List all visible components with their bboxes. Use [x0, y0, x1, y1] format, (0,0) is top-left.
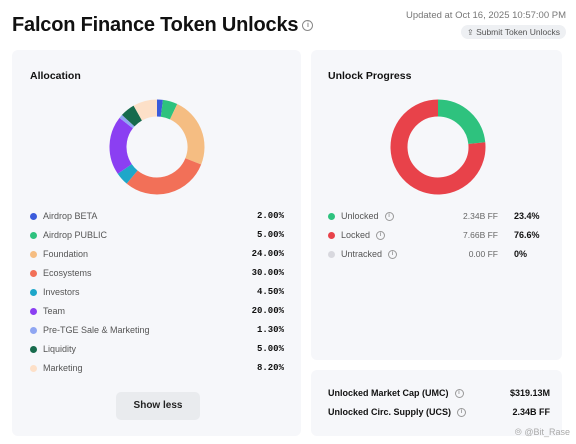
- legend-percent: 30.00%: [251, 268, 284, 278]
- watermark-text: Bit_Rase: [533, 427, 570, 437]
- legend-dot: [30, 365, 37, 372]
- allocation-segment-pre-tge-sale-marketing[interactable]: [119, 114, 135, 129]
- info-icon[interactable]: i: [384, 212, 394, 222]
- legend-label: Foundation: [43, 249, 89, 259]
- legend-percent: 0%: [514, 249, 528, 259]
- legend-dot: [30, 270, 37, 277]
- page-title-text: Falcon Finance Token Unlocks: [12, 14, 299, 36]
- allocation-segment-airdrop-public[interactable]: [160, 99, 178, 120]
- allocation-donut-chart: [109, 99, 205, 195]
- legend-label: Airdrop BETA: [43, 211, 98, 221]
- legend-percent: 5.00%: [256, 230, 284, 240]
- legend-percent: 2.00%: [256, 211, 284, 221]
- allocation-segment-marketing[interactable]: [133, 99, 158, 121]
- submit-label: Submit Token Unlocks: [476, 27, 560, 37]
- page-title: Falcon Finance Token Unlocks i: [12, 14, 314, 37]
- legend-percent: 23.4%: [514, 211, 540, 221]
- allocation-segment-foundation[interactable]: [169, 104, 205, 165]
- legend-label: Untracked i: [341, 249, 398, 260]
- legend-label: Pre-TGE Sale & Marketing: [43, 325, 150, 335]
- allocation-legend-item[interactable]: Investors 4.50%: [30, 286, 286, 300]
- legend-percent: 4.50%: [256, 287, 284, 297]
- allocation-segment-liquidity[interactable]: [121, 105, 143, 127]
- allocation-legend-item[interactable]: Liquidity 5.00%: [30, 343, 286, 357]
- allocation-legend-item[interactable]: Marketing 8.20%: [30, 362, 286, 376]
- legend-amount: 2.34B FF: [463, 211, 498, 221]
- legend-percent: 76.6%: [514, 230, 540, 240]
- ucs-label: Unlocked Circ. Supply (UCS): [328, 407, 452, 417]
- show-less-button[interactable]: Show less: [116, 392, 200, 420]
- ucs-row: Unlocked Circ. Supply (UCS) i 2.34B FF: [328, 407, 550, 421]
- unlock-progress-donut-chart: [390, 99, 486, 195]
- legend-dot: [30, 213, 37, 220]
- weibo-icon: ⦾ @: [514, 427, 534, 437]
- submit-token-unlocks-button[interactable]: ⇪ Submit Token Unlocks: [460, 25, 566, 39]
- legend-amount: 7.66B FF: [463, 230, 498, 240]
- legend-percent: 8.20%: [256, 363, 284, 373]
- supply-stats-card: [311, 370, 562, 436]
- legend-dot: [30, 232, 37, 239]
- legend-label: Airdrop PUBLIC: [43, 230, 108, 240]
- umc-label: Unlocked Market Cap (UMC): [328, 388, 449, 398]
- info-icon[interactable]: i: [457, 408, 467, 418]
- legend-amount: 0.00 FF: [468, 249, 498, 259]
- legend-dot: [328, 232, 335, 239]
- info-icon[interactable]: i: [302, 20, 314, 32]
- legend-label: Ecosystems: [43, 268, 92, 278]
- legend-percent: 5.00%: [256, 344, 284, 354]
- unlock-legend-item[interactable]: Unlocked i 2.34B FF 23.4%: [328, 210, 542, 224]
- legend-dot: [328, 213, 335, 220]
- allocation-legend-item[interactable]: Foundation 24.00%: [30, 248, 286, 262]
- allocation-legend-item[interactable]: Team 20.00%: [30, 305, 286, 319]
- unlock-progress-title: Unlock Progress: [328, 70, 412, 82]
- upload-icon: ⇪: [466, 28, 474, 37]
- legend-label: Team: [43, 306, 66, 316]
- unlock-legend-item[interactable]: Locked i 7.66B FF 76.6%: [328, 229, 542, 243]
- info-icon[interactable]: i: [388, 250, 398, 260]
- allocation-segment-ecosystems[interactable]: [126, 157, 202, 195]
- allocation-segment-investors[interactable]: [117, 163, 138, 184]
- legend-label: Marketing: [43, 363, 83, 373]
- legend-percent: 1.30%: [256, 325, 284, 335]
- umc-value: $319.13M: [509, 388, 550, 398]
- legend-label: Unlocked i: [341, 211, 394, 222]
- unlock-segment-locked[interactable]: [390, 99, 486, 195]
- umc-row: Unlocked Market Cap (UMC) i $319.13M: [328, 388, 550, 402]
- legend-label: Investors: [43, 287, 80, 297]
- legend-label: Liquidity: [43, 344, 77, 354]
- allocation-segments: [109, 99, 205, 195]
- allocation-legend-item[interactable]: Airdrop BETA 2.00%: [30, 210, 286, 224]
- allocation-legend-item[interactable]: Pre-TGE Sale & Marketing 1.30%: [30, 324, 286, 338]
- legend-dot: [30, 308, 37, 315]
- unlock-segments: [390, 99, 486, 195]
- updated-timestamp: Updated at Oct 16, 2025 10:57:00 PM: [405, 10, 566, 21]
- legend-label: Locked i: [341, 230, 386, 241]
- allocation-title: Allocation: [30, 70, 81, 82]
- info-icon[interactable]: i: [454, 389, 464, 399]
- legend-dot: [328, 251, 335, 258]
- unlock-legend-item[interactable]: Untracked i 0.00 FF 0%: [328, 248, 542, 262]
- allocation-segment-team[interactable]: [109, 117, 134, 174]
- allocation-legend-item[interactable]: Ecosystems 30.00%: [30, 267, 286, 281]
- legend-percent: 20.00%: [251, 306, 284, 316]
- legend-dot: [30, 251, 37, 258]
- legend-percent: 24.00%: [251, 249, 284, 259]
- unlock-segment-unlocked[interactable]: [437, 99, 486, 145]
- legend-dot: [30, 327, 37, 334]
- legend-dot: [30, 289, 37, 296]
- legend-dot: [30, 346, 37, 353]
- allocation-legend-item[interactable]: Airdrop PUBLIC 5.00%: [30, 229, 286, 243]
- ucs-value: 2.34B FF: [512, 407, 550, 417]
- info-icon[interactable]: i: [376, 231, 386, 241]
- watermark: ⦾ @Bit_Rase: [515, 427, 570, 438]
